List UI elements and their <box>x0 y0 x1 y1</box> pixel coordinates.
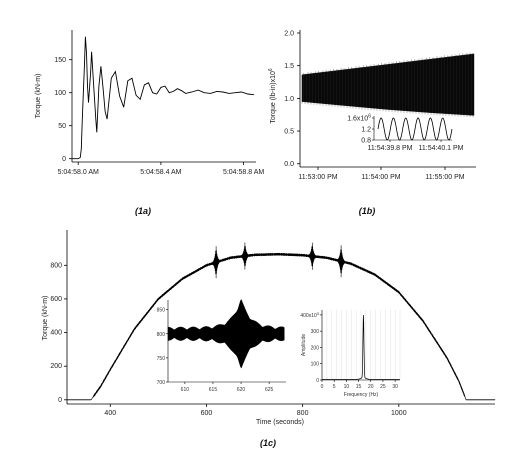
chart-1a-y-tick-label: 150 <box>54 57 66 64</box>
chart-1c-inset-spectrum-x-tick-label: 30 <box>392 384 398 390</box>
chart-1c-x-axis-label: Time (seconds) <box>256 419 304 426</box>
chart-1b-x-tick-label: 11:54:00 PM <box>361 174 400 181</box>
chart-1c-inset-spectrum-x-tick-label: 25 <box>380 384 386 390</box>
chart-1c-inset-spectrum-x-tick-label: 10 <box>344 384 350 390</box>
chart-1b-y-tick-label: 0.5 <box>284 129 294 136</box>
chart-1c-x-tick-label: 600 <box>201 410 213 417</box>
chart-1c-inset-spectrum-x-tick-label: 5 <box>333 384 336 390</box>
chart-1c-inset-burst-y-tick-label: 700 <box>157 380 166 386</box>
chart-1a-y-tick-label: 50 <box>58 123 66 130</box>
chart-1a-torque-line <box>72 36 254 160</box>
chart-1b-x-tick-label: 11:53:00 PM <box>298 174 337 181</box>
chart-1c-x-tick-label: 1000 <box>391 410 407 417</box>
chart-1b-inset-sine-line <box>377 117 453 141</box>
chart-1a: 0 50 100 150 5:04:58.0 AM 5:04:58.4 AM 5:04:5… <box>35 30 264 176</box>
chart-1a-x-tick-label: 5:04:58.0 AM <box>58 169 99 176</box>
chart-1b-inset-y-tick-label: 1.2 <box>361 127 371 134</box>
chart-1c-y-tick-label: 800 <box>50 262 62 269</box>
chart-1c-inset-spectrum-y-tick-label: 200 <box>311 345 320 351</box>
chart-1c-inset-burst-x-tick-label: 625 <box>265 387 274 393</box>
chart-1c-inset-spectrum-x-tick-label: 15 <box>356 384 362 390</box>
chart-1b-y-tick-label: 1.0 <box>284 96 294 103</box>
chart-1c-inset-burst-x-tick-label: 610 <box>181 387 190 393</box>
chart-1c-y-tick-label: 200 <box>50 363 62 370</box>
chart-1c-inset-burst-x-tick-label: 615 <box>209 387 218 393</box>
chart-1c-torque-band <box>66 252 496 401</box>
chart-1c-x-tick-label: 800 <box>297 410 309 417</box>
chart-1c-inset-burst-line <box>167 298 285 369</box>
chart-1c-inset-spectrum-y-label: Amplitude <box>301 334 307 356</box>
chart-1a-y-axis-label: Torque (kN-m) <box>35 74 42 119</box>
chart-1b-y-axis-label: Torque (lb-in)x106 <box>268 68 277 124</box>
chart-1c-inset-spectrum-x-label: Frequency (Hz) <box>344 392 379 398</box>
chart-1b-inset-x-tick-label: 11:54:39.8 PM <box>367 145 412 152</box>
chart-1b-inset-y-tick-label: 1.6x106 <box>347 114 371 123</box>
chart-1c-inset-burst-x-tick-label: 620 <box>237 387 246 393</box>
chart-1b-y-tick-label: 2.0 <box>284 31 294 38</box>
chart-1c-inset-spectrum-x-tick-label: 20 <box>368 384 374 390</box>
chart-1c-inset-burst-y-tick-label: 850 <box>157 308 166 314</box>
chart-1c-y-axis-label: Torque (kN-m) <box>42 296 49 341</box>
caption-1c: (1c) <box>260 438 276 448</box>
chart-1b-inset-x-tick-label: 11:54:40.1 PM <box>418 145 463 152</box>
chart-1c-inset-spectrum-y-tick-label: 300 <box>311 329 320 335</box>
chart-1a-x-tick-label: 5:04:58.4 AM <box>140 169 181 176</box>
chart-1c-inset-spectrum-y-tick-label: 100 <box>311 362 320 368</box>
chart-1c-inset-spectrum-x-tick-label: 0 <box>321 384 324 390</box>
chart-1b-x-tick-label: 11:55:00 PM <box>425 174 464 181</box>
chart-1c-inset-spectrum-line <box>322 314 400 380</box>
chart-1c-inset-burst: 700 750 800 850 610 615 620 625 <box>157 298 286 393</box>
chart-1b-oscillation-texture <box>301 52 474 118</box>
chart-1b-inset: 0.8 1.2 1.6x106 11:54:39.8 PM 11:54:40.1 PM <box>347 114 463 153</box>
chart-1b-y-tick-label: 1.5 <box>284 63 294 70</box>
chart-1c-x-tick-label: 400 <box>104 410 116 417</box>
chart-1c-y-tick-label: 0 <box>58 397 62 404</box>
chart-1b-y-tick-label: 0.0 <box>284 161 294 168</box>
chart-1c-inset-spectrum-y-tick-label: 0 <box>316 378 319 384</box>
caption-1a: (1a) <box>135 206 151 216</box>
chart-1c-y-tick-label: 600 <box>50 296 62 303</box>
chart-1b: 0.0 0.5 1.0 1.5 2.0 11:53:00 PM 11:54:00 PM 11… <box>268 30 476 181</box>
chart-1c-inset-burst-y-tick-label: 750 <box>157 356 166 362</box>
chart-1c-y-tick-label: 400 <box>50 330 62 337</box>
chart-1a-y-tick-label: 0 <box>62 156 66 163</box>
chart-1c-transient-spikes <box>212 242 345 279</box>
chart-1c-inset-spectrum-y-tick-label: 400x103 <box>300 311 319 319</box>
chart-1a-y-tick-label: 100 <box>54 90 66 97</box>
chart-1b-inset-y-tick-label: 0.8 <box>361 138 371 145</box>
chart-1a-x-tick-label: 5:04:58.8 AM <box>223 169 264 176</box>
chart-1c-inset-burst-y-tick-label: 800 <box>157 332 166 338</box>
caption-1b: (1b) <box>359 206 376 216</box>
